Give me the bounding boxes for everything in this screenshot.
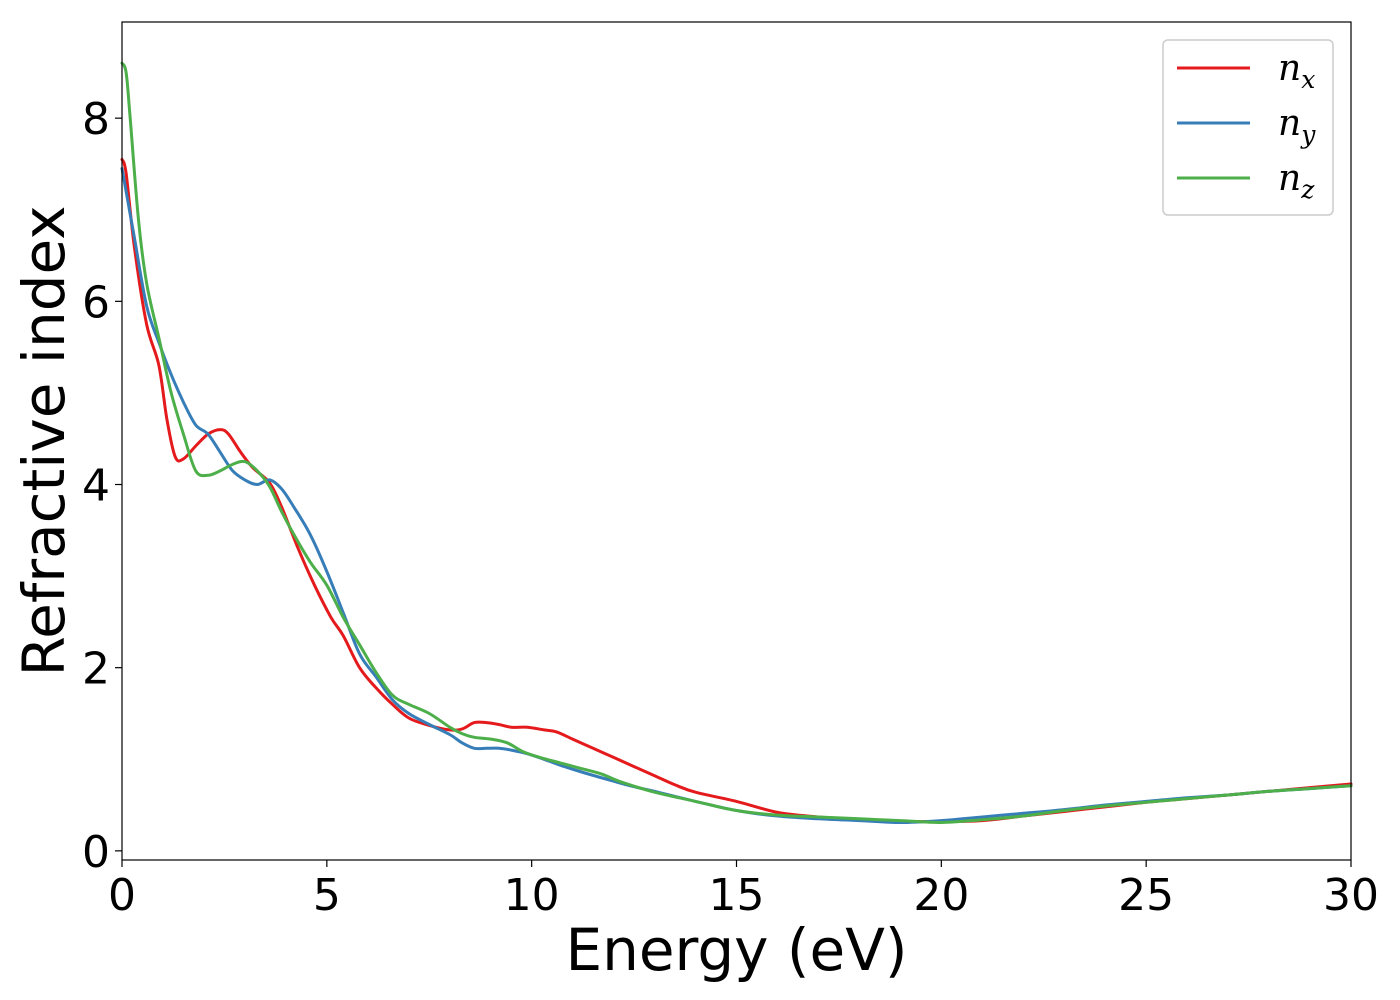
y-tick-label: 8 — [82, 94, 110, 145]
x-tick-label: 25 — [1118, 870, 1174, 921]
legend: nx ny nz — [1162, 39, 1334, 216]
x-tick-label: 0 — [108, 870, 136, 921]
legend-box — [1162, 39, 1334, 216]
y-tick-label: 4 — [82, 461, 110, 512]
x-axis-label: Energy (eV) — [565, 916, 907, 984]
legend-label-x: nx — [1278, 48, 1315, 94]
x-tick-label: 30 — [1323, 870, 1379, 921]
legend-items: nx ny nz — [1177, 48, 1316, 204]
series-layer — [120, 61, 1353, 825]
legend-label-z: nz — [1278, 158, 1315, 204]
y-tick-label: 2 — [82, 644, 110, 695]
series-line-z — [120, 61, 1353, 825]
x-tick-label: 20 — [913, 870, 969, 921]
series-line-y — [120, 167, 1353, 824]
x-tick-label: 5 — [313, 870, 341, 921]
ticks-layer: 0 5 10 15 20 25 30 0 2 4 6 8 — [82, 94, 1379, 921]
x-tick-label: 10 — [504, 870, 560, 921]
y-tick-label: 0 — [82, 827, 110, 878]
x-tick-label: 15 — [709, 870, 765, 921]
y-axis-label: Refractive index — [10, 205, 78, 676]
y-tick-label: 6 — [82, 277, 110, 328]
legend-label-y: ny — [1278, 103, 1316, 149]
